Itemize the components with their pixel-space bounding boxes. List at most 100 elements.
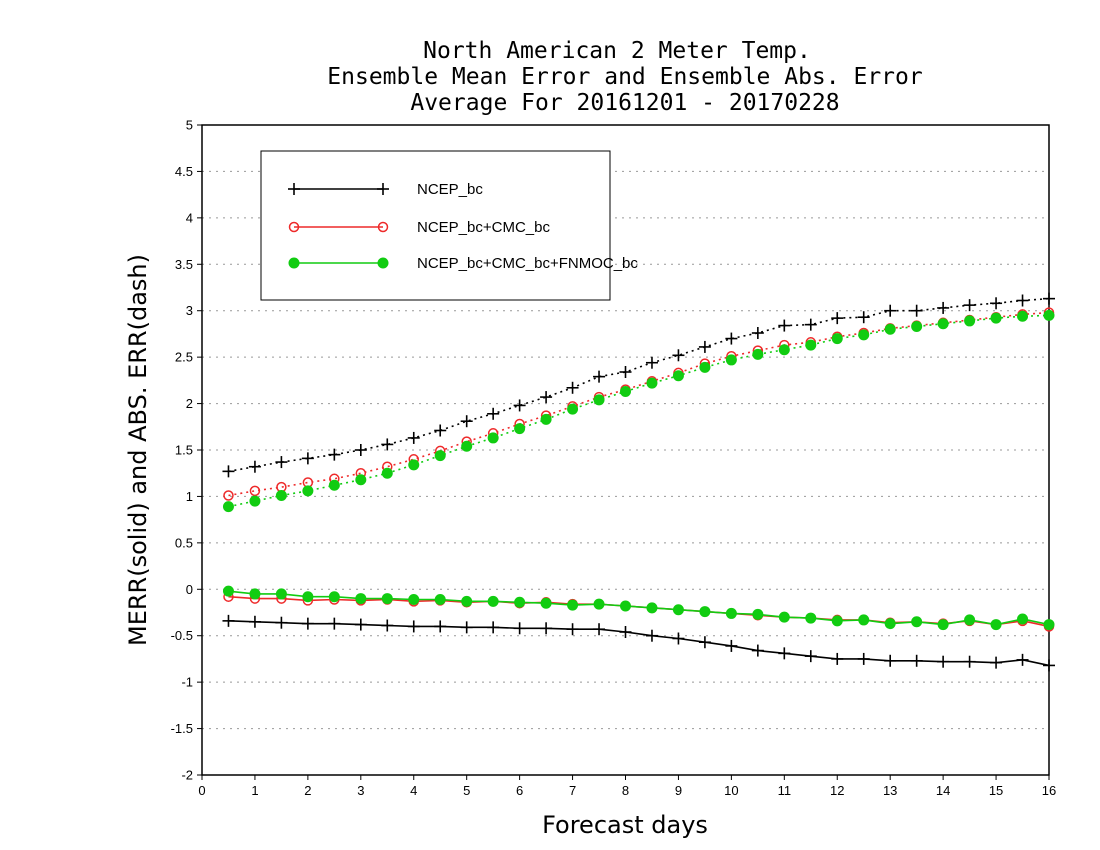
x-tick-label: 13 (883, 783, 897, 798)
abs-err-point (937, 318, 949, 330)
merr-point (301, 617, 314, 630)
series-1 (223, 307, 1055, 632)
merr-point (540, 597, 552, 609)
merr-point (540, 622, 553, 635)
abs-err-line (228, 297, 1050, 473)
x-tick-label: 9 (675, 783, 682, 798)
title-line-2: Ensemble Mean Error and Ensemble Abs. Er… (327, 64, 922, 90)
abs-err-point (487, 432, 499, 444)
merr-point (249, 588, 261, 600)
y-tick-label: -1 (181, 675, 193, 690)
merr-point (434, 594, 446, 605)
abs-err-point (911, 321, 923, 332)
y-tick-label: -1.5 (171, 721, 193, 736)
abs-err-point (301, 452, 314, 465)
abs-err-point (698, 340, 711, 353)
abs-err-point (964, 315, 976, 327)
merr-point (910, 654, 923, 667)
abs-err-point (725, 332, 738, 345)
legend: NCEP_bc NCEP_bc+CMC_bc NCEP_bc+CMC_bc+FNMO… (260, 150, 638, 301)
abs-err-point (593, 394, 605, 406)
legend-marker (288, 221, 300, 233)
merr-point (567, 599, 579, 611)
merr-point (275, 616, 288, 629)
abs-err-point (1017, 310, 1029, 322)
abs-err-point (407, 431, 420, 444)
legend-entry: NCEP_bc+CMC_bc (288, 219, 550, 236)
abs-err-point (751, 327, 764, 339)
abs-err-point (884, 323, 896, 335)
merr-point (513, 622, 526, 635)
merr-point (407, 620, 420, 633)
merr-point (1017, 613, 1029, 625)
abs-err-point (381, 438, 394, 451)
merr-point (752, 608, 764, 620)
merr-point (302, 591, 314, 603)
merr-point (990, 656, 1003, 669)
merr-point (805, 612, 817, 624)
abs-err-point (990, 312, 1002, 324)
title-line-3: Average For 20161201 - 20170228 (410, 90, 839, 116)
abs-err-point (910, 304, 923, 317)
merr-point (275, 588, 287, 600)
merr-point (884, 618, 896, 630)
x-tick-label: 12 (830, 783, 844, 798)
merr-point (672, 632, 685, 645)
abs-err-point (302, 485, 314, 497)
y-tick-label: 4 (186, 210, 193, 225)
legend-box (260, 150, 611, 301)
merr-point (699, 606, 711, 618)
x-tick-label: 1 (251, 783, 258, 798)
abs-err-point (937, 301, 950, 314)
abs-err-point (460, 415, 473, 428)
legend-entries: NCEP_bc NCEP_bc+CMC_bc NCEP_bc+CMC_bc+FNMO… (288, 181, 638, 272)
abs-err-point (725, 354, 737, 366)
abs-err-point (328, 448, 341, 461)
merr-point (487, 595, 499, 607)
series-layer (222, 292, 1055, 672)
abs-err-point (434, 424, 447, 437)
merr-point (778, 611, 790, 623)
chart-title: North American 2 Meter Temp. Ensemble Me… (327, 38, 922, 116)
x-tick-label: 6 (516, 783, 523, 798)
merr-point (222, 585, 234, 597)
y-tick-label: 2.5 (175, 350, 193, 365)
abs-err-point (672, 349, 685, 362)
y-tick-label: 4.5 (175, 164, 193, 179)
abs-err-point (487, 407, 500, 420)
merr-point (461, 595, 473, 607)
x-tick-label: 11 (778, 783, 792, 798)
abs-err-point (275, 456, 288, 469)
merr-point (248, 615, 261, 628)
merr-point (963, 655, 976, 668)
merr-point (964, 614, 976, 626)
title-line-1: North American 2 Meter Temp. (423, 38, 811, 64)
y-tick-label: 2 (186, 396, 193, 411)
x-tick-label: 10 (724, 783, 738, 798)
legend-marker (288, 183, 300, 195)
merr-point (1016, 653, 1029, 666)
abs-err-point (804, 318, 817, 331)
merr-point (646, 602, 658, 614)
merr-point (778, 647, 791, 660)
abs-err-point (249, 495, 261, 507)
merr-point (990, 619, 1002, 631)
y-tick-label: -0.5 (171, 628, 193, 643)
abs-err-point (1016, 294, 1029, 307)
abs-err-point (222, 465, 235, 478)
series-0 (222, 292, 1055, 672)
abs-err-point (408, 459, 420, 471)
x-axis-label: Forecast days (542, 811, 708, 839)
abs-err-point (857, 311, 870, 324)
y-tick-label: 1 (186, 489, 193, 504)
merr-point (566, 623, 579, 636)
merr-point (831, 652, 844, 665)
merr-point (354, 618, 367, 631)
abs-err-line (228, 311, 1050, 497)
y-tick-label: 5 (186, 118, 193, 133)
series-2 (222, 309, 1055, 631)
legend-label: NCEP_bc (417, 181, 483, 198)
x-tick-label: 16 (1042, 783, 1056, 798)
abs-err-point (672, 370, 684, 382)
